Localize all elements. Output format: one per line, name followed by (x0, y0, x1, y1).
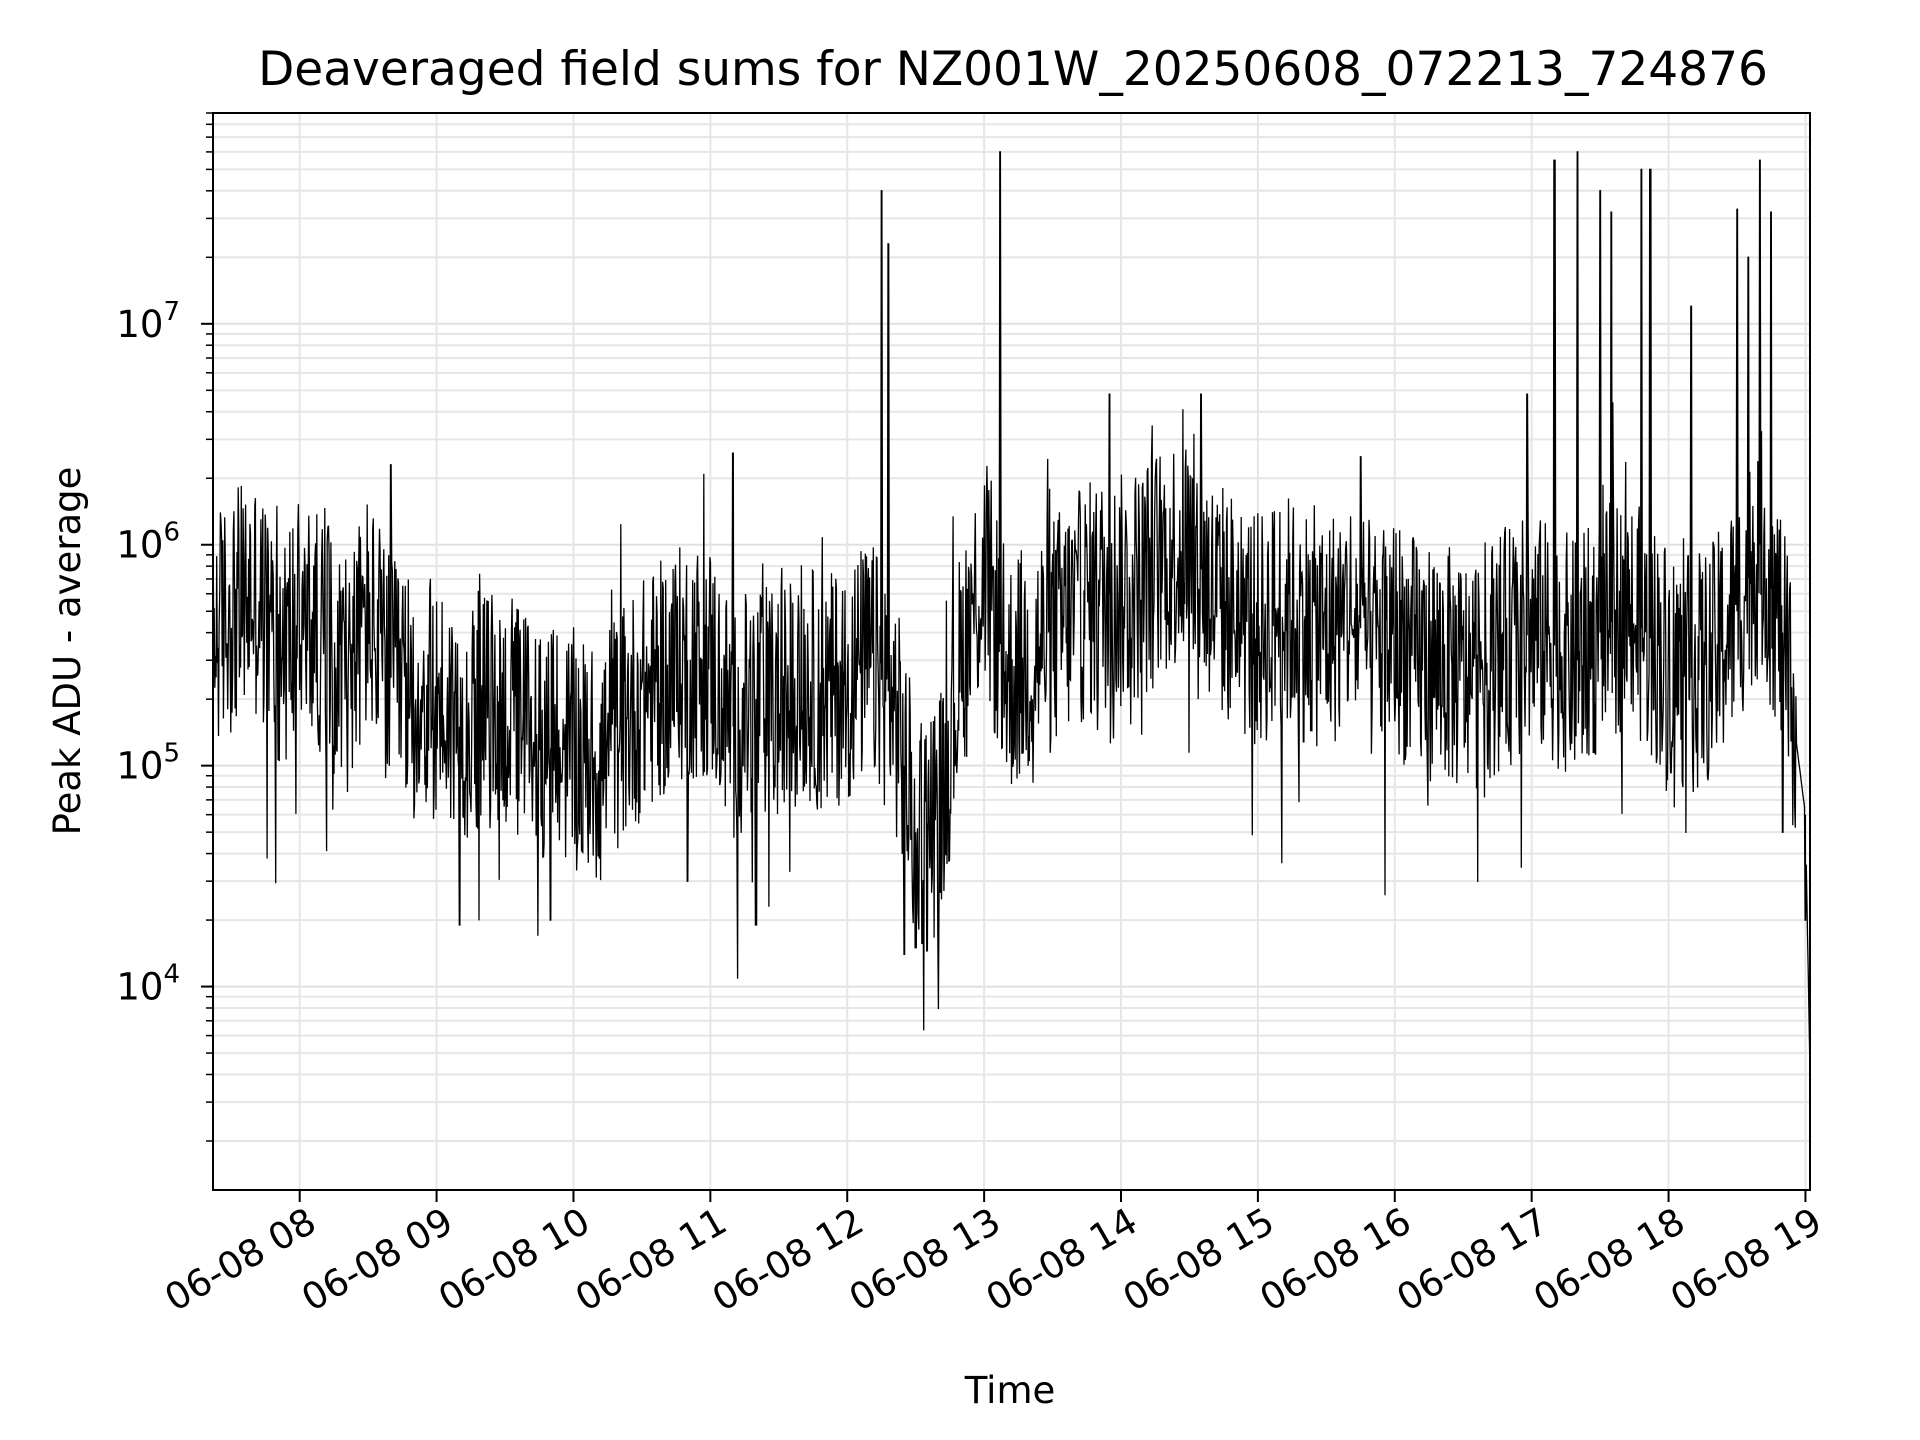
series-line (213, 151, 1810, 1075)
y-axis: 104 105 106 107 (116, 112, 213, 1142)
y-tick-label: 106 (116, 518, 180, 567)
y-tick-label: 105 (116, 739, 180, 788)
y-tick-label: 107 (116, 297, 180, 346)
y-tick-label: 104 (116, 960, 180, 1009)
x-axis-label: Time (964, 1369, 1056, 1412)
y-axis-label: Peak ADU - average (46, 467, 89, 836)
plot-frame (212, 112, 1811, 1191)
chart-title: Deaveraged field sums for NZ001W_2025060… (258, 42, 1768, 97)
